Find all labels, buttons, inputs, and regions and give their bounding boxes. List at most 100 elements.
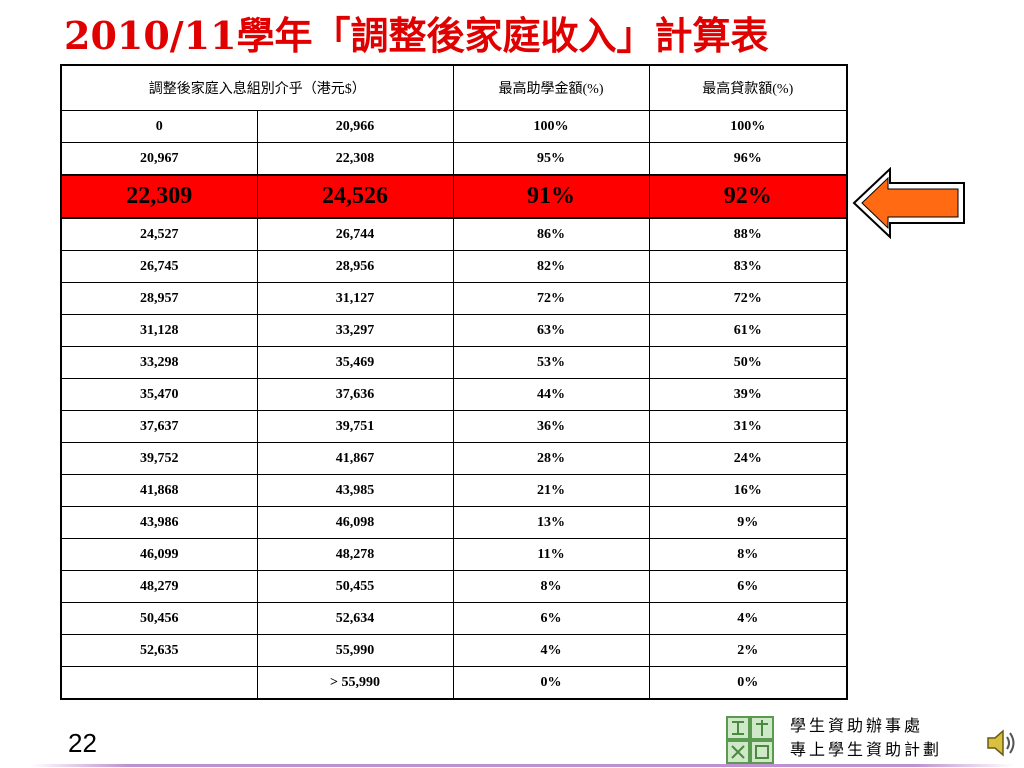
org-line-2: 專上學生資助計劃 [790,740,943,759]
cell-to: 22,308 [256,142,454,176]
cell-from: 33,298 [60,346,258,379]
table-row: 26,745 28,956 82% 83% [60,250,848,283]
table-row-highlighted: 22,309 24,526 91% 92% [60,174,848,219]
table-row: 41,868 43,985 21% 16% [60,474,848,507]
slide-title: 2010/11學年「調整後家庭收入」計算表 [64,13,769,58]
cell-loan: 2% [648,634,848,667]
cell-from: 28,957 [60,282,258,315]
table-row: 35,470 37,636 44% 39% [60,378,848,411]
cell-from: 0 [60,110,258,143]
cell-loan: 88% [648,217,848,251]
cell-from: 46,099 [60,538,258,571]
cell-loan: 9% [648,506,848,539]
page-number: 22 [68,728,97,758]
cell-from: 37,637 [60,410,258,443]
org-name: 學生資助辦事處 專上學生資助計劃 [790,714,942,762]
cell-loan: 39% [648,378,848,411]
table-row: 28,957 31,127 72% 72% [60,282,848,315]
cell-grant: 28% [452,442,650,475]
cell-loan: 6% [648,570,848,603]
cell-from [60,666,258,700]
left-arrow-icon [852,167,965,239]
cell-from: 24,527 [60,217,258,251]
cell-grant: 86% [452,217,650,251]
cell-to: 50,455 [256,570,454,603]
header-loan: 最高貸款額(%) [648,64,848,111]
cell-from: 50,456 [60,602,258,635]
table-row: 43,986 46,098 13% 9% [60,506,848,539]
cell-to: 33,297 [256,314,454,347]
table-row: 39,752 41,867 28% 24% [60,442,848,475]
cell-to: 55,990 [256,634,454,667]
cell-from: 35,470 [60,378,258,411]
cell-grant: 72% [452,282,650,315]
cell-to: > 55,990 [256,666,454,700]
cell-to: 48,278 [256,538,454,571]
table-row: 0 20,966 100% 100% [60,110,848,143]
cell-to: 43,985 [256,474,454,507]
cell-loan: 96% [648,142,848,176]
footer-divider [30,764,1014,767]
cell-from: 52,635 [60,634,258,667]
cell-loan: 24% [648,442,848,475]
cell-to: 26,744 [256,217,454,251]
cell-grant: 4% [452,634,650,667]
cell-loan: 0% [648,666,848,700]
cell-grant: 100% [452,110,650,143]
cell-loan: 16% [648,474,848,507]
cell-grant: 0% [452,666,650,700]
cell-to: 39,751 [256,410,454,443]
cell-from: 20,967 [60,142,258,176]
cell-to: 20,966 [256,110,454,143]
sfo-logo-icon [726,716,774,764]
cell-from: 48,279 [60,570,258,603]
cell-loan: 8% [648,538,848,571]
cell-grant: 53% [452,346,650,379]
cell-grant: 91% [452,174,650,219]
table-row: 24,527 26,744 86% 88% [60,217,848,251]
cell-grant: 21% [452,474,650,507]
cell-grant: 6% [452,602,650,635]
table-row: 52,635 55,990 4% 2% [60,634,848,667]
org-line-1: 學生資助辦事處 [790,716,924,735]
cell-grant: 95% [452,142,650,176]
cell-from: 31,128 [60,314,258,347]
cell-grant: 8% [452,570,650,603]
header-grant: 最高助學金額(%) [452,64,650,111]
table-header-row: 調整後家庭入息組別介乎（港元$） 最高助學金額(%) 最高貸款額(%) [60,64,848,111]
speaker-icon[interactable] [984,726,1018,760]
cell-from: 41,868 [60,474,258,507]
table-row: 48,279 50,455 8% 6% [60,570,848,603]
cell-from: 26,745 [60,250,258,283]
cell-loan: 72% [648,282,848,315]
cell-loan: 31% [648,410,848,443]
table-row: 20,967 22,308 95% 96% [60,142,848,176]
cell-from: 22,309 [60,174,258,219]
income-table: 調整後家庭入息組別介乎（港元$） 最高助學金額(%) 最高貸款額(%) 0 20,… [60,64,848,700]
cell-to: 31,127 [256,282,454,315]
cell-grant: 11% [452,538,650,571]
cell-from: 43,986 [60,506,258,539]
cell-grant: 13% [452,506,650,539]
table-row: 37,637 39,751 36% 31% [60,410,848,443]
cell-from: 39,752 [60,442,258,475]
cell-loan: 61% [648,314,848,347]
cell-to: 41,867 [256,442,454,475]
cell-grant: 44% [452,378,650,411]
cell-loan: 4% [648,602,848,635]
cell-to: 28,956 [256,250,454,283]
cell-to: 24,526 [256,174,454,219]
cell-to: 52,634 [256,602,454,635]
table-row: 50,456 52,634 6% 4% [60,602,848,635]
table-row: 31,128 33,297 63% 61% [60,314,848,347]
table-row: > 55,990 0% 0% [60,666,848,700]
cell-loan: 83% [648,250,848,283]
cell-to: 46,098 [256,506,454,539]
cell-grant: 36% [452,410,650,443]
cell-grant: 82% [452,250,650,283]
cell-grant: 63% [452,314,650,347]
cell-to: 35,469 [256,346,454,379]
table-row: 46,099 48,278 11% 8% [60,538,848,571]
header-income-band: 調整後家庭入息組別介乎（港元$） [60,64,454,111]
cell-loan: 100% [648,110,848,143]
